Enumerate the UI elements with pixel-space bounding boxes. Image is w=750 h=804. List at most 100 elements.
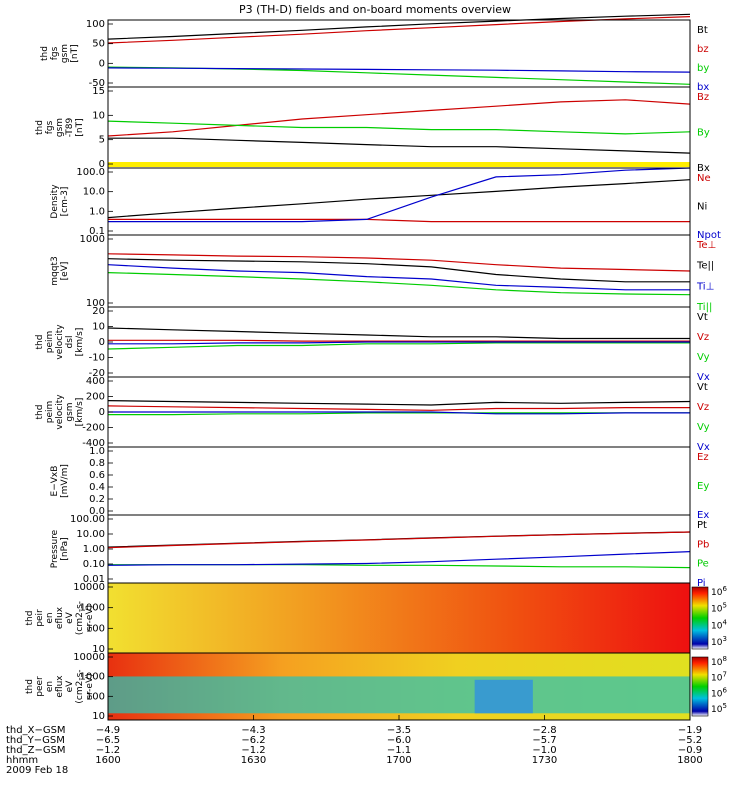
y-tick-label: 100 — [86, 298, 105, 309]
x-tick-label: 1700 — [386, 755, 411, 766]
y-tick-label: 100.00 — [70, 514, 105, 525]
legend-entry: Ni — [697, 202, 707, 213]
legend-entry: Vx — [697, 442, 710, 453]
y-tick-label: 50 — [92, 39, 105, 50]
panel-ylabel: peim — [45, 331, 55, 354]
legend-entry: Bt — [697, 25, 708, 36]
legend-entry: Ez — [697, 452, 709, 463]
panel-ylabel: Density — [50, 184, 60, 219]
series-line-bz — [107, 16, 691, 44]
colorbar-tick: 105 — [711, 702, 727, 715]
panel-ylabel: [km/s] — [75, 328, 85, 357]
panel-ylabel: en — [45, 681, 55, 692]
panel-ylabel: peim — [45, 401, 55, 424]
panel-ylabel: E−VxB — [50, 466, 60, 497]
x-axis-row-label: thd_Y−GSM — [6, 735, 65, 746]
x-tick-label: −0.9 — [678, 745, 702, 756]
y-tick-label: -20 — [89, 368, 105, 379]
panel-ylabel: thd — [35, 405, 45, 420]
panel-6: thd peim velocity gsm [km/s] — [35, 376, 691, 448]
legend-entry: Bz — [697, 92, 709, 103]
panel-ylabel: [eV] — [60, 262, 70, 281]
series-line-bx — [107, 67, 691, 73]
panel-ylabel: [nT] — [70, 44, 80, 62]
panel-9: thd peir en eflux eV (cm2-s-sr-eV) 106 105 104 10… — [25, 582, 727, 654]
panel-ylabel: en — [45, 612, 55, 623]
panel-ylabel: thd — [25, 611, 35, 626]
panel-3: Density [cm-3] — [50, 167, 691, 236]
legend-entry: Pb — [697, 539, 709, 550]
series-line-Bz — [107, 99, 691, 137]
series-line-Ne — [108, 218, 690, 223]
y-tick-label: 0.6 — [89, 470, 105, 481]
legend-entry: Vy — [697, 422, 710, 433]
legend-entry: Ti|| — [696, 302, 712, 313]
y-tick-label: -50 — [89, 78, 105, 89]
series-line-Ti — [107, 272, 691, 296]
legend-entry: Pi — [697, 578, 706, 589]
y-tick-label: 10.00 — [76, 529, 105, 540]
panel-ylabel: (cm2-s- — [75, 601, 85, 635]
panel-ylabel: fgs — [45, 120, 55, 134]
x-axis-row-label: hhmm — [6, 755, 38, 766]
y-tick-label: 1000 — [80, 672, 105, 683]
y-tick-label: 10 — [92, 322, 105, 333]
panel-ylabel: velocity — [55, 324, 65, 360]
y-tick-label: 1.0 — [89, 206, 105, 217]
date-label: 2009 Feb 18 — [6, 765, 68, 776]
panel-ylabel: [nT] — [75, 118, 85, 136]
y-tick-label: 100 — [86, 19, 105, 30]
y-tick-label: -200 — [82, 423, 105, 434]
panel-1: thd fgs gsm [nT] — [40, 13, 691, 88]
panel-ylabel: eflux — [55, 675, 65, 698]
panel-ylabel: eV — [65, 680, 75, 693]
panel-ylabel: Pressure — [50, 529, 60, 568]
colorbar-tick: 106 — [711, 585, 727, 598]
panel-ylabel: thd — [35, 120, 45, 135]
y-tick-label: 0.1 — [89, 226, 105, 237]
colorbar-tick: 103 — [711, 635, 727, 648]
x-tick-label: −1.0 — [532, 745, 556, 756]
panel-ylabel: gsm — [65, 402, 75, 421]
colorbar-tick: 107 — [711, 671, 727, 684]
x-tick-label: −5.7 — [532, 735, 556, 746]
panel-ylabel: sr-eV) — [85, 673, 95, 699]
y-tick-label: 10000 — [73, 582, 105, 593]
legend-entry: Bx — [697, 163, 710, 174]
y-tick-label: 0.10 — [83, 559, 105, 570]
panel-ylabel: peer — [35, 676, 45, 697]
series-line-Pb — [107, 531, 691, 549]
y-tick-label: 1000 — [80, 603, 105, 614]
legend-entry: bz — [697, 44, 709, 55]
x-tick-label: −4.3 — [241, 725, 265, 736]
panel-frame — [107, 19, 691, 88]
x-tick-label: −1.1 — [387, 745, 411, 756]
y-tick-label: 0.4 — [89, 482, 105, 493]
legend-entry: Ex — [697, 510, 709, 521]
x-tick-label: −3.5 — [387, 725, 411, 736]
legend-entry: Pt — [697, 520, 707, 531]
x-tick-label: −6.2 — [241, 735, 265, 746]
y-tick-label: 0 — [99, 337, 105, 348]
panel-ylabel: thd — [35, 335, 45, 350]
series-line-Vt — [107, 400, 691, 406]
x-tick-label: −1.2 — [241, 745, 265, 756]
series-line-Ni — [107, 179, 691, 219]
colorbar-tick: 108 — [711, 655, 727, 668]
series-line-Vz — [107, 405, 690, 411]
x-tick-label: −4.9 — [96, 725, 120, 736]
y-tick-label: 100.0 — [76, 167, 105, 178]
legend-entry: by — [697, 63, 709, 74]
legend-entry: Te|| — [696, 261, 714, 272]
chart-title: P3 (TH-D) fields and on-board moments ov… — [239, 3, 511, 16]
panel-7: E−VxB [mV/m] — [50, 446, 691, 516]
panel-ylabel: [cm-3] — [60, 187, 70, 217]
series-line-Te — [107, 253, 691, 272]
y-tick-label: 5 — [99, 135, 105, 146]
panel-ylabel: mqqt3 — [50, 256, 60, 285]
series-line-By — [107, 120, 691, 135]
panel-frame — [107, 167, 691, 236]
y-tick-label: 10 — [92, 110, 105, 121]
